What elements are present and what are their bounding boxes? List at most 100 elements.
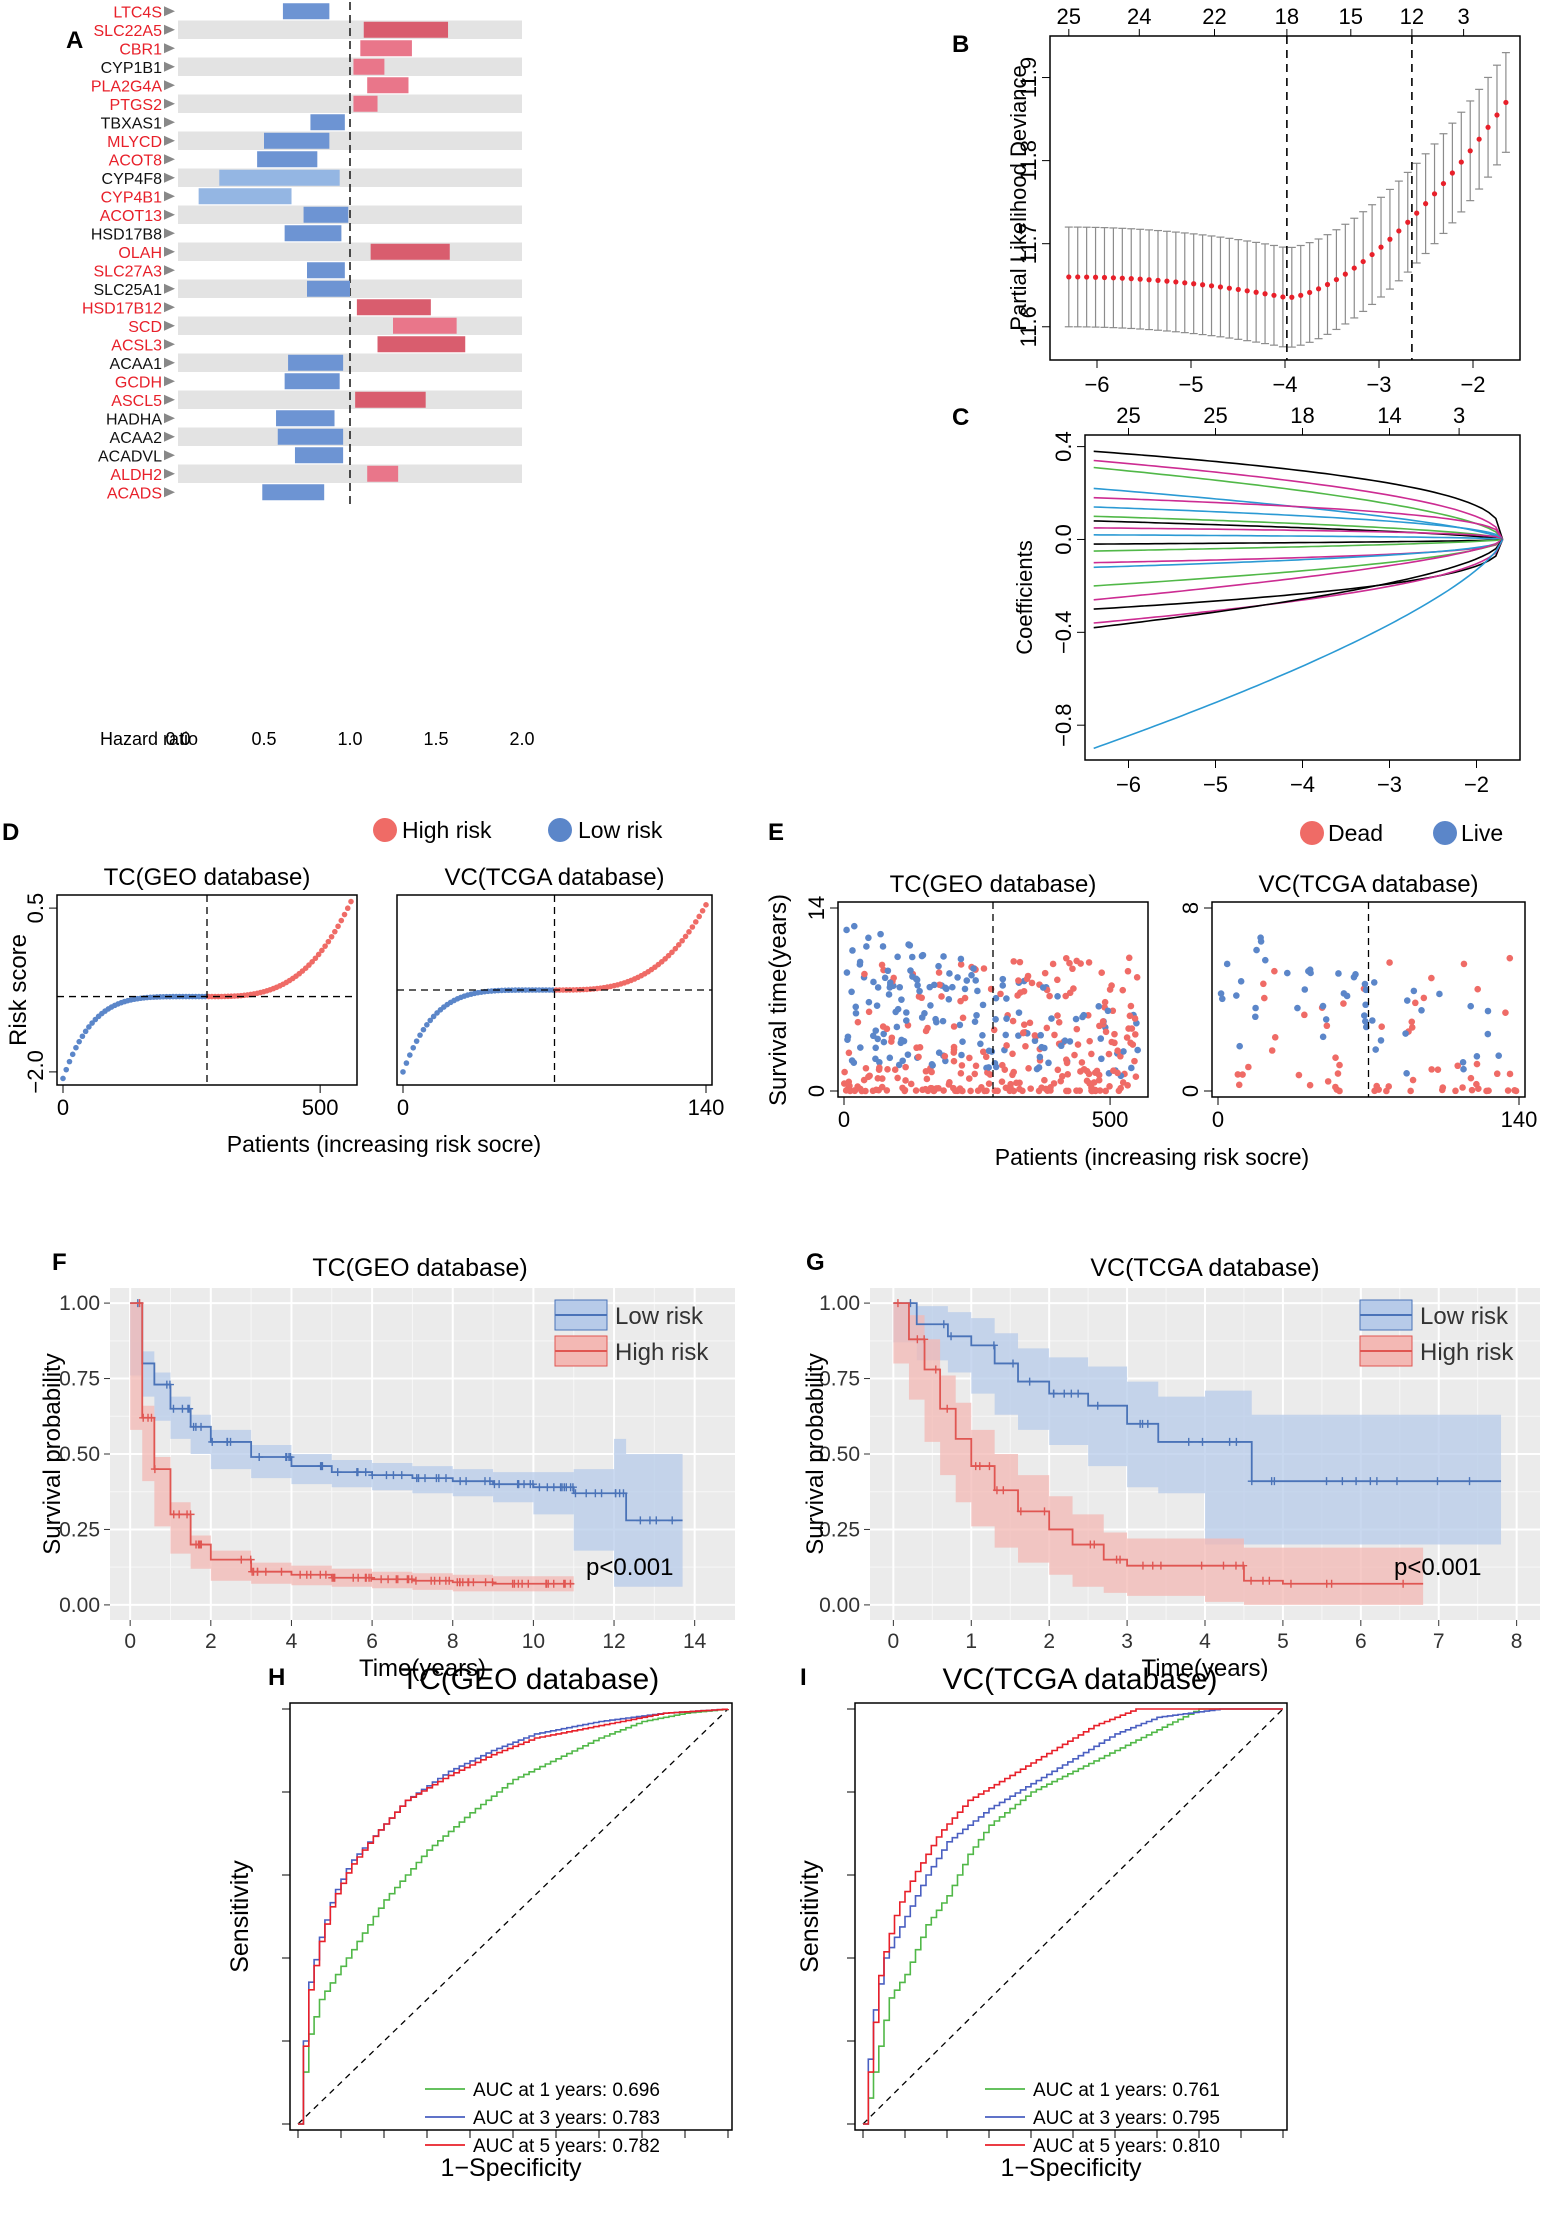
patient-point: [1010, 1068, 1017, 1076]
patient-point: [1131, 1015, 1139, 1022]
patient-point: [935, 1049, 943, 1057]
patient-point: [1235, 1081, 1243, 1089]
patient-point: [1106, 986, 1114, 993]
x-tick-label: 0.0: [165, 729, 190, 749]
top-tick-label: 25: [1116, 403, 1140, 428]
patient-point: [883, 1087, 891, 1094]
patient-point: [1372, 1046, 1379, 1053]
patient-point: [1370, 979, 1378, 986]
cv-point: [1146, 277, 1152, 283]
risk-point: [76, 1038, 82, 1045]
censor-mark: [1067, 1389, 1076, 1398]
patient-point: [1362, 1001, 1369, 1009]
hazard-ratio-bar: [360, 40, 412, 57]
cv-point: [1262, 291, 1268, 297]
gene-arrow: [164, 265, 175, 276]
x-tick-label: 140: [688, 1095, 725, 1120]
patient-point: [979, 1001, 987, 1009]
patient-point: [999, 975, 1007, 983]
patient-point: [915, 1053, 922, 1061]
censor-mark: [367, 1573, 376, 1582]
patient-point: [1436, 990, 1443, 998]
patient-point: [1134, 1046, 1141, 1054]
censor-mark: [561, 1579, 570, 1588]
patient-point: [1271, 967, 1278, 975]
hazard-ratio-bar: [353, 95, 378, 112]
patient-point: [865, 934, 872, 942]
x-tick-label: 14: [683, 1630, 707, 1653]
patient-point: [928, 1068, 935, 1076]
patient-point: [872, 1027, 880, 1034]
gene-arrow: [164, 172, 175, 183]
patient-point: [973, 1011, 980, 1019]
gene-label: CBR1: [119, 41, 162, 58]
patient-point: [1041, 1044, 1048, 1052]
patient-point: [1054, 993, 1061, 1000]
patient-point: [1073, 1087, 1080, 1094]
x-tick-label: 2: [1043, 1630, 1055, 1653]
x-tick-label: 0: [124, 1630, 136, 1653]
patient-point: [903, 1009, 910, 1016]
patient-point: [1252, 1013, 1259, 1021]
patient-point: [1305, 967, 1312, 975]
x-tick-label: −2: [1464, 772, 1489, 797]
censor-mark: [147, 1413, 156, 1422]
censor-mark: [1049, 1389, 1058, 1398]
gene-arrow: [164, 283, 175, 294]
censor-mark: [1086, 1540, 1095, 1549]
legend-label: AUC at 5 years: 0.810: [1033, 2136, 1220, 2157]
censor-mark: [169, 1510, 178, 1519]
coefficient-path: [1093, 515, 1503, 541]
y-tick-label: 0.25: [819, 1518, 860, 1541]
roc-curve: [298, 1708, 729, 2125]
patient-point: [1460, 960, 1468, 968]
censor-mark: [462, 1477, 471, 1486]
subplot-title: VC(TCGA database): [444, 864, 664, 891]
patient-point: [950, 1023, 958, 1030]
patient-point: [935, 962, 942, 970]
risk-point: [703, 902, 709, 908]
top-tick-label: 3: [1457, 4, 1469, 29]
legend-dot-live: [1433, 821, 1457, 845]
patient-point: [841, 1068, 848, 1076]
x-tick-label: −2: [1460, 372, 1485, 397]
coefficient-path: [1093, 539, 1504, 750]
patient-point: [907, 1080, 915, 1088]
patient-point: [1102, 1087, 1110, 1095]
censor-mark: [1025, 1377, 1034, 1386]
censor-mark: [975, 1462, 984, 1471]
x-tick-label: 0: [397, 1095, 409, 1120]
censor-mark: [1270, 1477, 1279, 1486]
censor-mark: [524, 1579, 533, 1588]
censor-mark: [495, 1480, 504, 1489]
cv-point: [1137, 276, 1143, 282]
y-axis-title: Survival probability: [802, 1353, 829, 1554]
censor-mark: [197, 1540, 206, 1549]
y-axis-title: Survival probability: [39, 1353, 66, 1554]
coefficient-path: [1093, 539, 1504, 624]
censor-mark: [1322, 1477, 1331, 1486]
censor-mark: [277, 1567, 286, 1576]
patient-point: [1003, 1015, 1010, 1022]
cv-point: [1369, 251, 1375, 258]
censor-mark: [183, 1510, 192, 1519]
patient-point: [1054, 1066, 1062, 1074]
cv-point: [1280, 294, 1286, 300]
censor-mark: [135, 1299, 144, 1308]
patient-point: [1109, 1007, 1117, 1015]
risk-point: [669, 949, 675, 956]
censor-mark: [619, 1489, 628, 1498]
patient-point: [941, 1052, 949, 1060]
x-tick-label: 6: [366, 1630, 378, 1653]
y-axis-title: Sensitivity: [226, 1860, 254, 1973]
y-tick-label: 1.00: [59, 1292, 100, 1315]
cv-point: [1431, 191, 1438, 197]
patient-point: [1495, 1052, 1502, 1059]
hazard-ratio-bar: [370, 243, 450, 260]
diagonal-reference: [297, 1708, 729, 2125]
patient-point: [872, 1055, 879, 1063]
legend-label: AUC at 5 years: 0.782: [473, 2136, 660, 2157]
y-tick-label: 0.00: [819, 1594, 860, 1617]
cv-point: [1351, 265, 1357, 271]
patient-point: [979, 1048, 987, 1056]
